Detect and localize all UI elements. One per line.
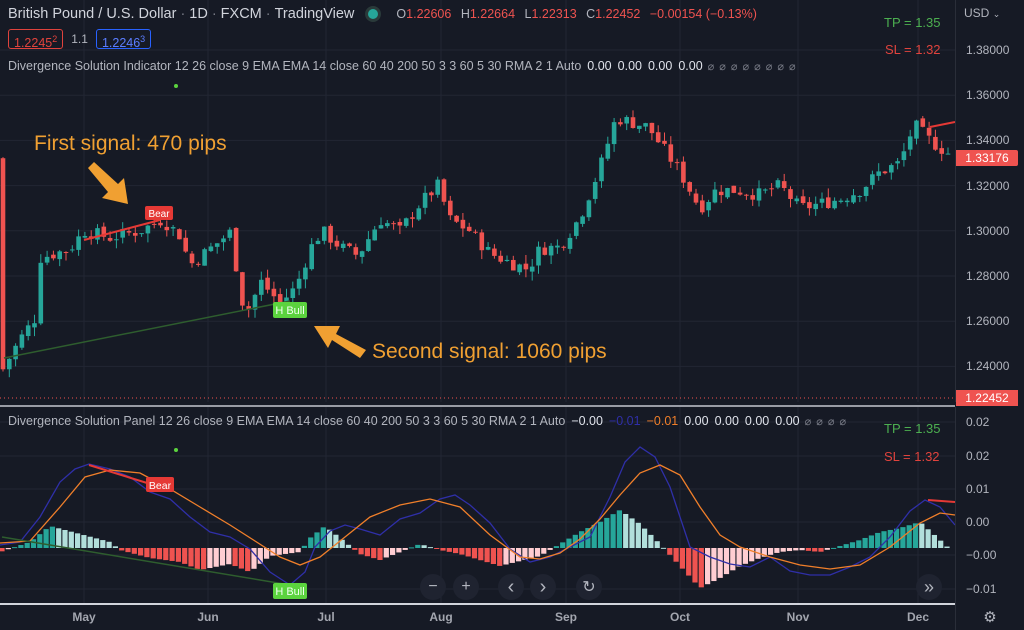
currency-selector[interactable]: USD ⌄: [964, 6, 1001, 20]
signal-dot: [174, 84, 178, 88]
pane-separator[interactable]: [0, 405, 955, 407]
sl-label: SL = 1.32: [885, 42, 941, 57]
price-tick: 1.30000: [966, 223, 1010, 238]
sell-price-button[interactable]: 1.22452: [8, 29, 64, 50]
current-price-tag: 1.22452: [956, 390, 1018, 406]
ohlc-values: O1.22606 H1.22664 L1.22313 C1.22452 −0.0…: [396, 7, 757, 21]
indicator-name: Divergence Solution Indicator 12 26 clos…: [8, 59, 582, 73]
month-label: Nov: [786, 610, 810, 624]
month-label: May: [72, 610, 96, 624]
last-price-tag: 1.33176: [956, 150, 1018, 166]
month-label: Oct: [669, 610, 691, 624]
month-label: Jul: [317, 610, 335, 624]
second-signal-arrow: [314, 326, 366, 358]
month-label: Dec: [906, 610, 930, 624]
buy-price-button[interactable]: 1.22463: [95, 29, 152, 50]
panel-tick: −0.00: [966, 548, 997, 562]
scroll-left-button[interactable]: ‹: [498, 574, 524, 600]
panel-sl-label: SL = 1.32: [884, 449, 940, 464]
scroll-right-button[interactable]: ›: [530, 574, 556, 600]
price-tick: 1.32000: [966, 178, 1010, 193]
macd-line: [0, 446, 955, 586]
chevron-left-icon: ‹: [507, 575, 515, 598]
price-tick: 1.24000: [966, 359, 1010, 374]
high-value: 1.22664: [469, 7, 516, 21]
symbol-name[interactable]: British Pound / U.S. Dollar: [8, 6, 177, 22]
minus-icon: −: [428, 578, 438, 595]
reset-icon: ↻: [582, 579, 596, 596]
bid-ask-row: 1.22452 1.1 1.22463: [8, 29, 159, 50]
month-label: Sep: [554, 610, 578, 624]
price-tick: 1.28000: [966, 269, 1010, 283]
signal-line: [0, 464, 955, 570]
panel-tick: 0.02: [966, 449, 990, 463]
spread-value: 1.1: [71, 32, 88, 46]
panel-tick: 0.01: [966, 482, 990, 496]
indicator-values: 0.00 0.00 0.00 0.00 ⌀ ⌀ ⌀ ⌀ ⌀ ⌀ ⌀ ⌀: [587, 59, 796, 73]
bear-divergence-line: [83, 219, 161, 241]
open-value: 1.22606: [406, 7, 452, 21]
panel-axis[interactable]: 0.02 0.02 0.01 0.00 −0.00 −0.01: [955, 407, 1024, 603]
panel-tick: 0.00: [966, 515, 990, 529]
panel-indicator-values: −0.00 −0.01 −0.01 0.00 0.00 0.00 0.00 ⌀ ⌀ ⌀ ⌀: [571, 414, 847, 428]
change-value: −0.00154 (−0.13%): [649, 7, 757, 21]
price-tick: 1.38000: [966, 43, 1010, 57]
panel-tp-label: TP = 1.35: [884, 421, 941, 436]
close-value: 1.22452: [595, 7, 641, 21]
panel-signal-dot: [174, 448, 178, 452]
price-chart-canvas[interactable]: Bear H Bull: [0, 0, 955, 402]
bear-signal-label: Bear: [148, 209, 170, 220]
price-tick: 1.34000: [966, 133, 1010, 148]
symbol-header: British Pound / U.S. Dollar · 1D · FXCM …: [8, 6, 757, 22]
panel-bull-divergence-line: [1, 536, 291, 586]
low-value: 1.22313: [531, 7, 577, 21]
indicator-panel-canvas[interactable]: Bear H Bull: [0, 407, 955, 603]
second-signal-annotation: Second signal: 1060 pips: [372, 340, 607, 363]
interval[interactable]: 1D: [189, 6, 208, 22]
plus-icon: +: [461, 578, 471, 595]
chevron-down-icon: ⌄: [992, 9, 1001, 19]
bull-divergence-line: [3, 300, 291, 359]
first-signal-annotation: First signal: 470 pips: [34, 132, 227, 155]
panel-bull-label: H Bull: [275, 586, 304, 598]
panel-indicator-name: Divergence Solution Panel 12 26 close 9 …: [8, 414, 566, 428]
data-source: TradingView: [274, 6, 355, 22]
tp-label: TP = 1.35: [884, 15, 941, 30]
panel-dec-divergence-line: [927, 499, 955, 503]
main-indicator-legend[interactable]: Divergence Solution Indicator 12 26 clos…: [8, 59, 796, 73]
price-tick: 1.36000: [966, 88, 1010, 103]
chevron-right-icon: ›: [539, 575, 547, 598]
panel-tick: 0.02: [966, 415, 990, 429]
zoom-in-button[interactable]: +: [453, 574, 479, 600]
panel-bear-label: Bear: [149, 480, 172, 492]
price-tick: 1.26000: [966, 314, 1010, 329]
price-axis[interactable]: USD ⌄ 1.38000 1.36000 1.34000 1.32000 1.3000…: [955, 0, 1024, 406]
panel-indicator-legend[interactable]: Divergence Solution Panel 12 26 close 9 …: [8, 414, 846, 428]
month-label: Jun: [197, 610, 219, 624]
chart-settings-button[interactable]: ⚙: [955, 603, 1024, 630]
market-status-icon: [368, 9, 379, 19]
panel-tick: −0.01: [966, 582, 997, 596]
dec-divergence-line: [929, 121, 955, 128]
time-axis[interactable]: [0, 603, 955, 630]
double-chevron-right-icon: »: [923, 576, 934, 597]
zoom-out-button[interactable]: −: [420, 574, 446, 600]
settings-gear-icon: ⚙: [983, 608, 997, 626]
bull-signal-label: H Bull: [275, 305, 304, 317]
reset-chart-button[interactable]: ↻: [576, 574, 602, 600]
go-to-realtime-button[interactable]: »: [916, 574, 942, 600]
exchange: FXCM: [220, 6, 262, 22]
first-signal-arrow: [88, 162, 128, 204]
month-label: Aug: [429, 610, 453, 624]
